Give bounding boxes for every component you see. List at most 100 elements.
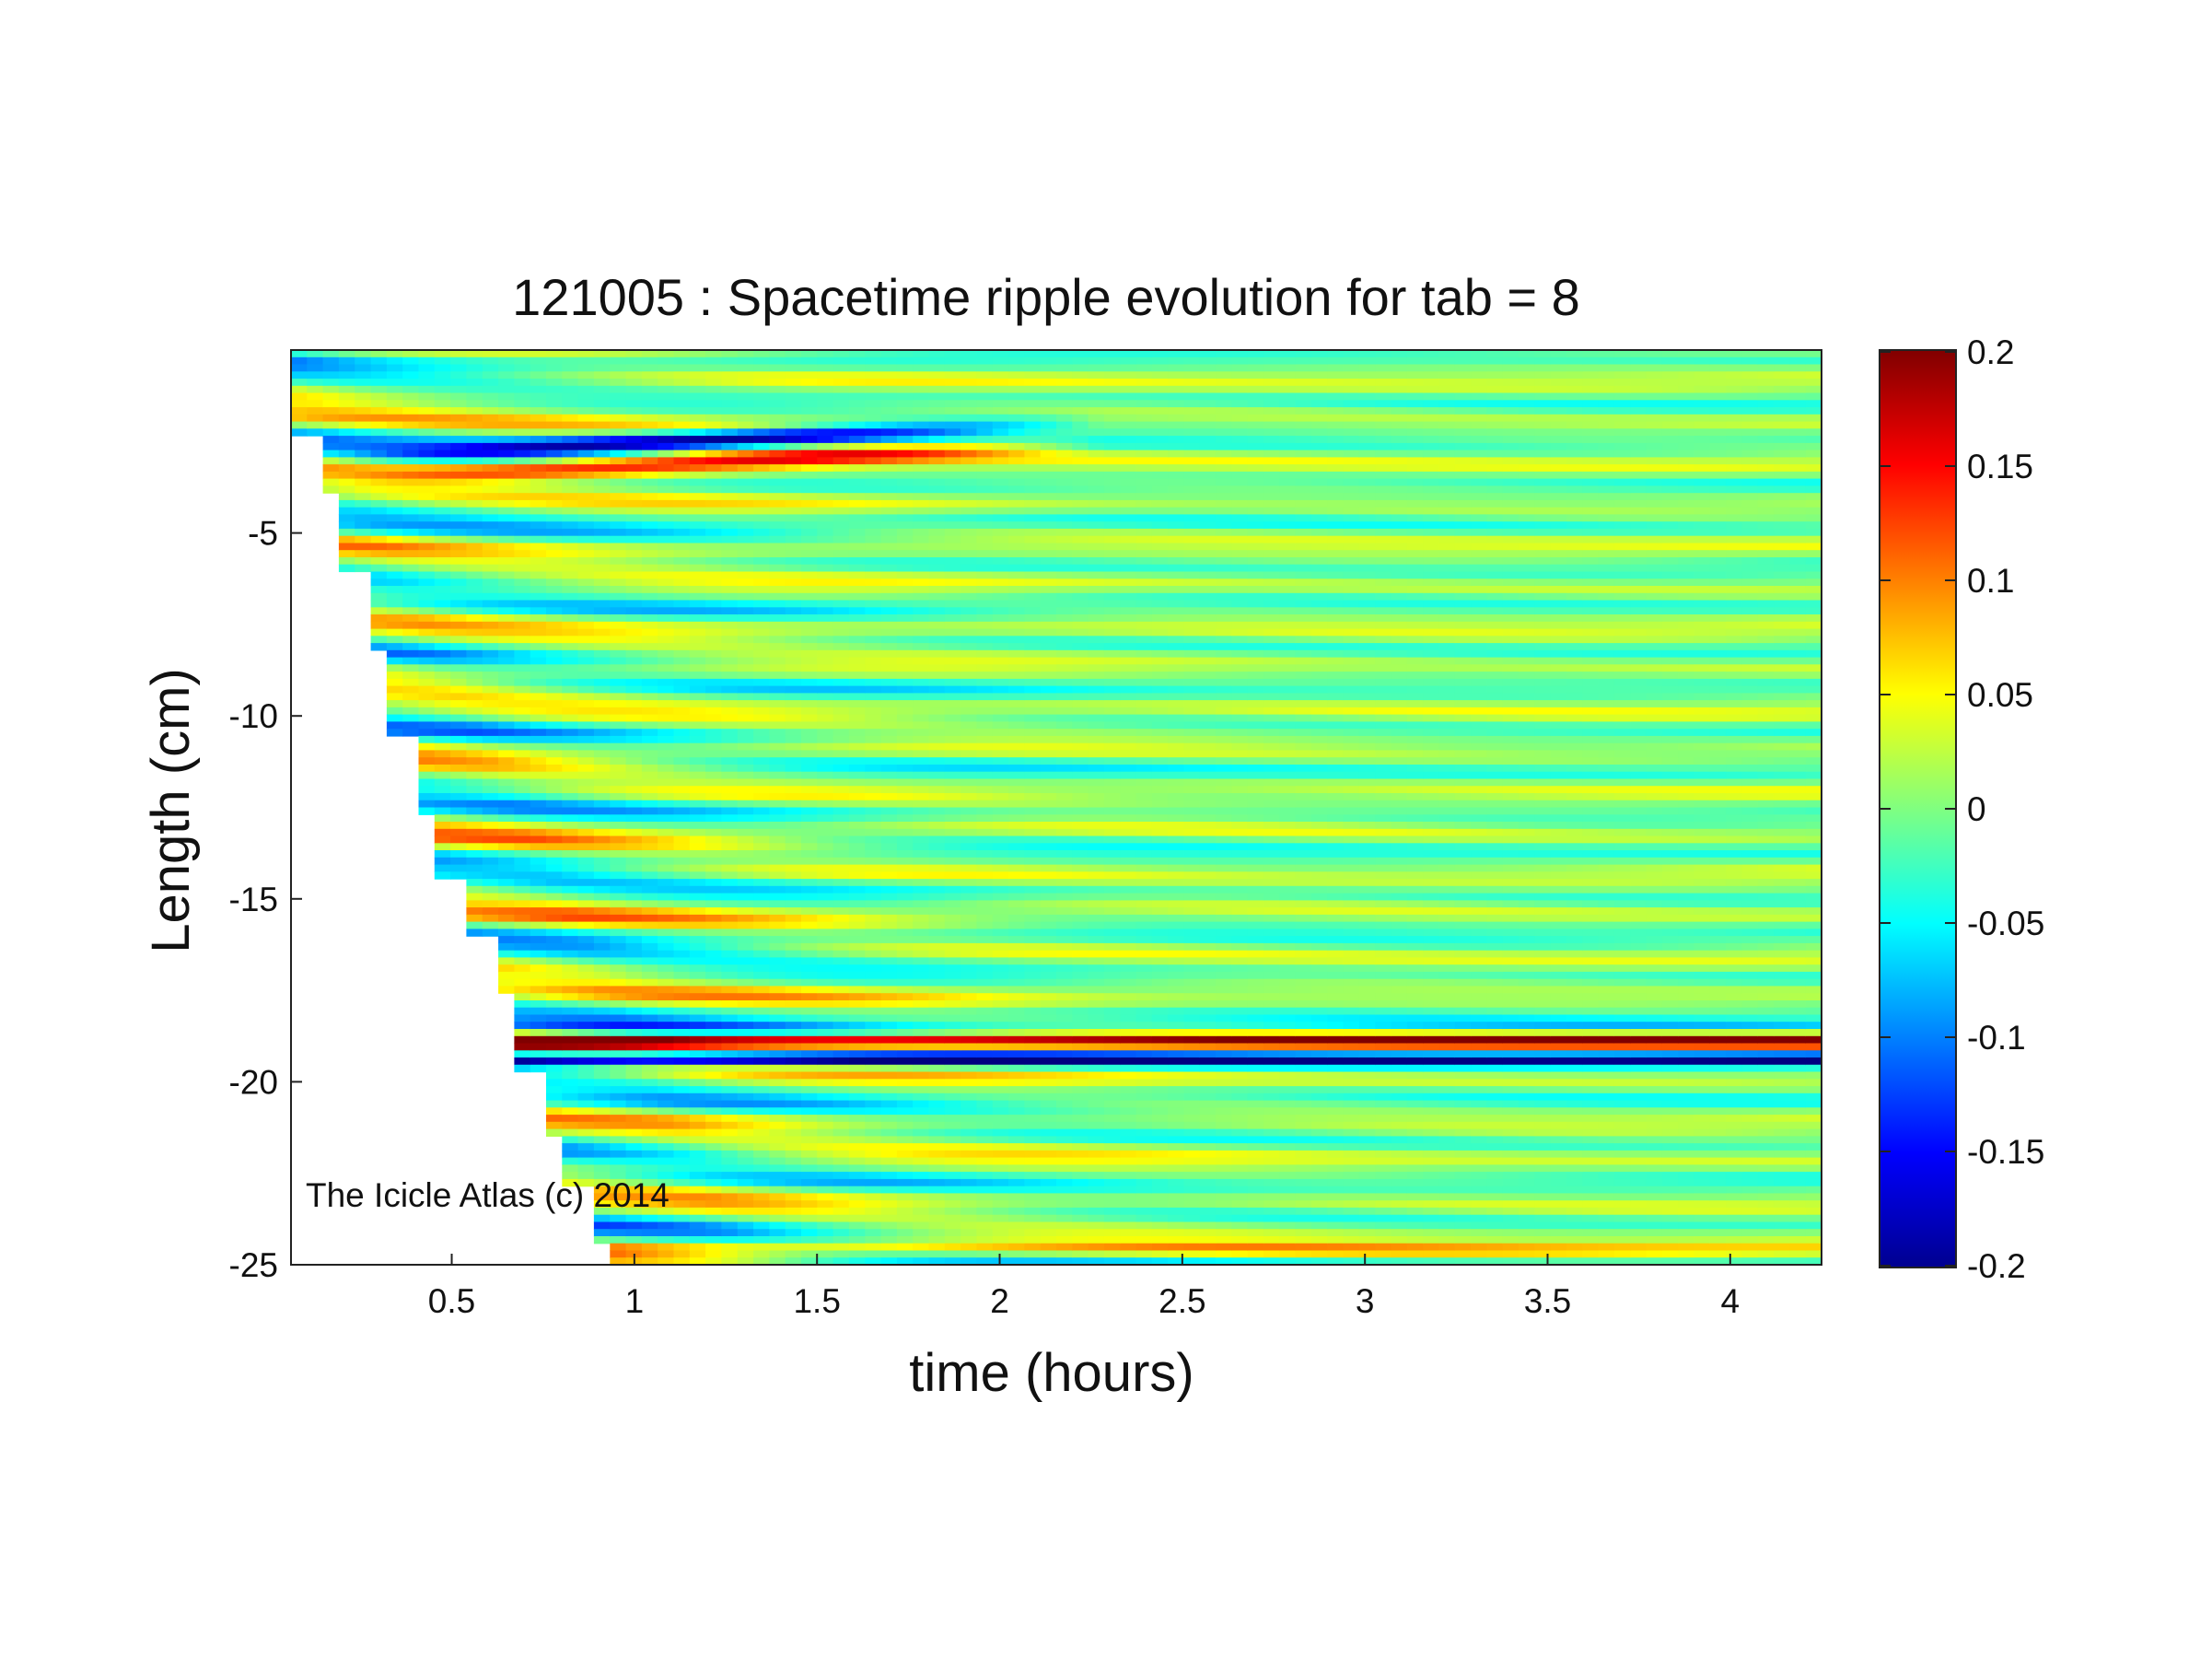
heatmap-cell — [913, 400, 930, 408]
heatmap-cell — [769, 628, 786, 637]
heatmap-cell — [913, 729, 930, 737]
heatmap-cell — [785, 1100, 802, 1108]
heatmap-cell — [466, 721, 483, 730]
heatmap-cell — [848, 471, 866, 480]
heatmap-cell — [562, 1115, 579, 1123]
heatmap-cell — [944, 1107, 961, 1116]
heatmap-cell — [928, 1143, 946, 1151]
heatmap-cell — [1024, 814, 1042, 823]
heatmap-cell — [769, 364, 786, 372]
heatmap-cell — [817, 428, 834, 437]
heatmap-cell — [625, 714, 643, 722]
heatmap-cell — [625, 1143, 643, 1151]
heatmap-cell — [577, 885, 595, 894]
heatmap-cell — [498, 828, 515, 837]
heatmap-cell — [832, 750, 850, 758]
heatmap-cell — [913, 1229, 930, 1237]
heatmap-cell — [801, 464, 818, 473]
heatmap-cell — [658, 822, 675, 830]
heatmap-cell — [418, 578, 436, 587]
heatmap-cell — [705, 1014, 722, 1022]
heatmap-cell — [928, 400, 946, 408]
heatmap-cell — [1040, 600, 1057, 608]
heatmap-cell — [577, 636, 595, 644]
heatmap-cell — [498, 929, 515, 937]
heatmap-cell — [546, 571, 563, 579]
heatmap-cell — [913, 678, 930, 687]
heatmap-cell — [960, 400, 977, 408]
heatmap-cell — [1008, 1136, 1025, 1144]
heatmap-cell — [992, 879, 1009, 887]
heatmap-cell — [1008, 957, 1025, 965]
heatmap-cell — [1040, 1107, 1057, 1116]
heatmap-cell — [913, 621, 930, 630]
heatmap-cell — [1008, 1229, 1025, 1237]
heatmap-cell — [1024, 971, 1042, 980]
heatmap-cell — [498, 450, 515, 458]
heatmap-cell — [801, 750, 818, 758]
heatmap-cell — [801, 571, 818, 579]
heatmap-cell — [817, 636, 834, 644]
heatmap-cell — [562, 707, 579, 716]
heatmap-cell — [960, 485, 977, 494]
heatmap-cell — [355, 471, 372, 480]
heatmap-cell — [960, 407, 977, 415]
heatmap-cell — [865, 1115, 882, 1123]
heatmap-cell — [466, 478, 483, 486]
heatmap-cell — [562, 957, 579, 965]
heatmap-cell — [976, 557, 994, 566]
heatmap-cell — [434, 379, 451, 387]
heatmap-cell — [625, 614, 643, 623]
heatmap-cell — [450, 457, 467, 465]
heatmap-cell — [402, 578, 420, 587]
heatmap-cell — [753, 843, 770, 851]
heatmap-cell — [593, 914, 611, 923]
heatmap-cell — [817, 507, 834, 516]
heatmap-cell — [641, 421, 658, 429]
heatmap-cell — [1008, 499, 1025, 508]
heatmap-cell — [418, 457, 436, 465]
heatmap-cell — [1024, 528, 1042, 537]
heatmap-cell — [721, 936, 739, 944]
heatmap-cell — [673, 557, 691, 566]
heatmap-cell — [801, 1022, 818, 1030]
heatmap-cell — [865, 879, 882, 887]
heatmap-cell — [721, 657, 739, 665]
heatmap-cell — [705, 879, 722, 887]
heatmap-cell — [514, 1029, 531, 1037]
heatmap-cell — [865, 921, 882, 929]
heatmap-cell — [418, 750, 436, 758]
heatmap-cell — [769, 672, 786, 680]
heatmap-cell — [689, 685, 706, 694]
heatmap-cell — [960, 735, 977, 744]
heatmap-cell — [610, 507, 627, 516]
heatmap-cell — [577, 1143, 595, 1151]
heatmap-cell — [577, 364, 595, 372]
heatmap-cell — [625, 828, 643, 837]
heatmap-cell — [546, 649, 563, 659]
heatmap-cell — [658, 721, 675, 730]
heatmap-cell — [1024, 793, 1042, 801]
heatmap-cell — [658, 828, 675, 837]
heatmap-cell — [593, 400, 611, 408]
heatmap-cell — [593, 685, 611, 694]
heatmap-cell — [641, 771, 658, 780]
heatmap-cell — [673, 929, 691, 937]
heatmap-cell — [625, 385, 643, 394]
heatmap-cell — [753, 586, 770, 594]
heatmap-cell — [737, 929, 754, 937]
heatmap-cell — [753, 1257, 770, 1265]
heatmap-cell — [1024, 1029, 1042, 1037]
heatmap-cell — [466, 822, 483, 830]
heatmap-cell — [498, 628, 515, 637]
heatmap-cell — [1008, 1236, 1025, 1244]
heatmap-cell — [386, 693, 403, 701]
heatmap-cell — [769, 543, 786, 551]
heatmap-cell — [705, 428, 722, 437]
heatmap-cell — [514, 857, 531, 866]
heatmap-cell — [530, 1022, 547, 1030]
heatmap-cell — [355, 557, 372, 566]
heatmap-cell — [832, 1086, 850, 1094]
heatmap-cell — [562, 614, 579, 623]
heatmap-cell — [530, 707, 547, 716]
